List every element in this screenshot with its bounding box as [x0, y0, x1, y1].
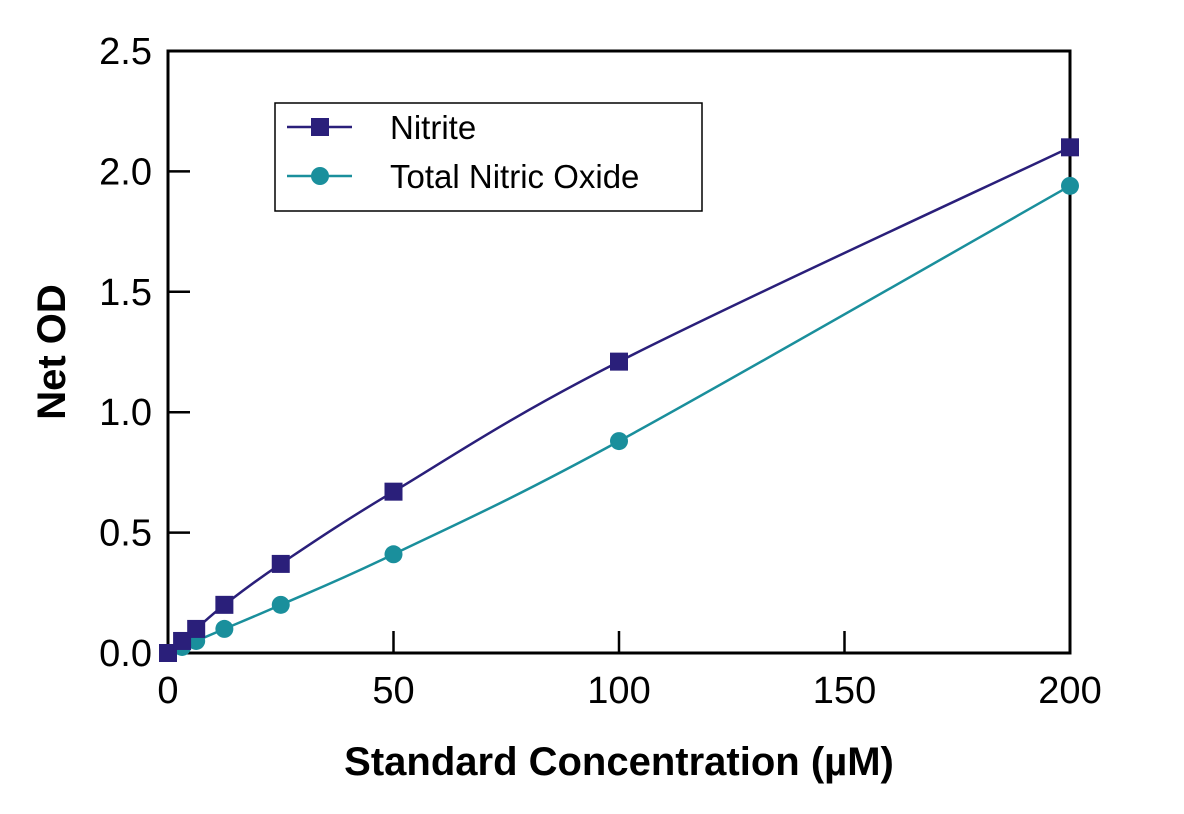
y-tick-label: 0.5	[99, 513, 152, 555]
x-axis-label: Standard Concentration (µM)	[344, 740, 894, 784]
y-tick-label: 0.0	[99, 633, 152, 675]
data-point	[215, 595, 234, 614]
legend-marker	[311, 118, 329, 136]
y-tick-label: 1.5	[99, 272, 152, 314]
data-point	[159, 644, 177, 662]
legend-marker	[311, 167, 329, 185]
series-nitrite	[159, 138, 1079, 662]
y-tick-label: 2.0	[99, 151, 152, 193]
data-point	[271, 554, 290, 573]
y-axis-label: Net OD	[30, 284, 74, 420]
x-tick-label: 150	[813, 670, 876, 712]
data-point	[215, 619, 234, 638]
x-tick-label: 100	[587, 670, 650, 712]
series-line	[167, 146, 1071, 654]
data-point	[1061, 138, 1079, 157]
legend: Nitrite Total Nitric Oxide	[274, 102, 703, 212]
legend-label: Total Nitric Oxide	[390, 158, 639, 195]
data-point	[173, 631, 192, 650]
data-point	[610, 352, 628, 371]
data-point	[384, 482, 403, 501]
data-point	[610, 432, 628, 451]
legend-label: Nitrite	[390, 109, 476, 146]
data-point	[1061, 176, 1079, 195]
y-tick-label: 2.5	[99, 31, 152, 73]
data-point	[271, 595, 290, 614]
x-tick-label: 50	[372, 670, 414, 712]
series-total-nitric-oxide	[159, 176, 1079, 662]
x-tick-label: 200	[1038, 670, 1101, 712]
data-point	[187, 619, 206, 638]
legend-box	[274, 102, 703, 212]
y-tick-label: 1.0	[99, 392, 152, 434]
data-point	[384, 545, 403, 564]
series-line	[167, 184, 1071, 655]
x-tick-label: 0	[157, 670, 178, 712]
